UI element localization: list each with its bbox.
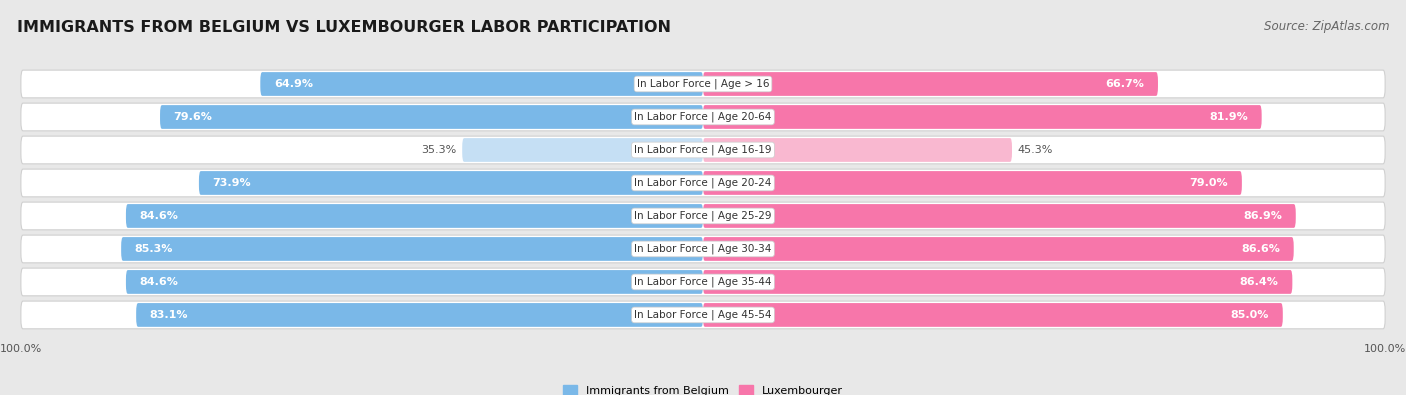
Text: 79.0%: 79.0% — [1189, 178, 1229, 188]
FancyBboxPatch shape — [21, 70, 1385, 98]
Text: 86.9%: 86.9% — [1243, 211, 1282, 221]
Text: 86.4%: 86.4% — [1240, 277, 1278, 287]
FancyBboxPatch shape — [21, 136, 1385, 164]
Text: 35.3%: 35.3% — [422, 145, 457, 155]
FancyBboxPatch shape — [703, 171, 1241, 195]
Text: 84.6%: 84.6% — [139, 211, 179, 221]
Text: IMMIGRANTS FROM BELGIUM VS LUXEMBOURGER LABOR PARTICIPATION: IMMIGRANTS FROM BELGIUM VS LUXEMBOURGER … — [17, 20, 671, 35]
FancyBboxPatch shape — [463, 138, 703, 162]
Text: 85.0%: 85.0% — [1230, 310, 1270, 320]
Text: In Labor Force | Age 16-19: In Labor Force | Age 16-19 — [634, 145, 772, 155]
Text: 83.1%: 83.1% — [150, 310, 188, 320]
FancyBboxPatch shape — [703, 237, 1294, 261]
Text: In Labor Force | Age 25-29: In Labor Force | Age 25-29 — [634, 211, 772, 221]
Text: 84.6%: 84.6% — [139, 277, 179, 287]
FancyBboxPatch shape — [21, 103, 1385, 131]
FancyBboxPatch shape — [160, 105, 703, 129]
Text: 81.9%: 81.9% — [1209, 112, 1249, 122]
Text: In Labor Force | Age 45-54: In Labor Force | Age 45-54 — [634, 310, 772, 320]
Text: In Labor Force | Age 30-34: In Labor Force | Age 30-34 — [634, 244, 772, 254]
Text: In Labor Force | Age 35-44: In Labor Force | Age 35-44 — [634, 277, 772, 287]
Text: 86.6%: 86.6% — [1241, 244, 1279, 254]
FancyBboxPatch shape — [127, 270, 703, 294]
FancyBboxPatch shape — [198, 171, 703, 195]
Text: 66.7%: 66.7% — [1105, 79, 1144, 89]
Text: 45.3%: 45.3% — [1018, 145, 1053, 155]
FancyBboxPatch shape — [703, 72, 1159, 96]
FancyBboxPatch shape — [703, 105, 1261, 129]
Text: In Labor Force | Age > 16: In Labor Force | Age > 16 — [637, 79, 769, 89]
FancyBboxPatch shape — [127, 204, 703, 228]
Text: In Labor Force | Age 20-64: In Labor Force | Age 20-64 — [634, 112, 772, 122]
FancyBboxPatch shape — [260, 72, 703, 96]
Text: Source: ZipAtlas.com: Source: ZipAtlas.com — [1264, 20, 1389, 33]
Text: 85.3%: 85.3% — [135, 244, 173, 254]
FancyBboxPatch shape — [703, 204, 1296, 228]
FancyBboxPatch shape — [21, 235, 1385, 263]
Text: 64.9%: 64.9% — [274, 79, 314, 89]
Text: 79.6%: 79.6% — [174, 112, 212, 122]
FancyBboxPatch shape — [21, 169, 1385, 197]
FancyBboxPatch shape — [703, 303, 1282, 327]
FancyBboxPatch shape — [21, 301, 1385, 329]
FancyBboxPatch shape — [703, 138, 1012, 162]
FancyBboxPatch shape — [121, 237, 703, 261]
FancyBboxPatch shape — [21, 268, 1385, 296]
Text: In Labor Force | Age 20-24: In Labor Force | Age 20-24 — [634, 178, 772, 188]
FancyBboxPatch shape — [703, 270, 1292, 294]
Text: 73.9%: 73.9% — [212, 178, 252, 188]
Legend: Immigrants from Belgium, Luxembourger: Immigrants from Belgium, Luxembourger — [564, 386, 842, 395]
FancyBboxPatch shape — [21, 202, 1385, 230]
FancyBboxPatch shape — [136, 303, 703, 327]
